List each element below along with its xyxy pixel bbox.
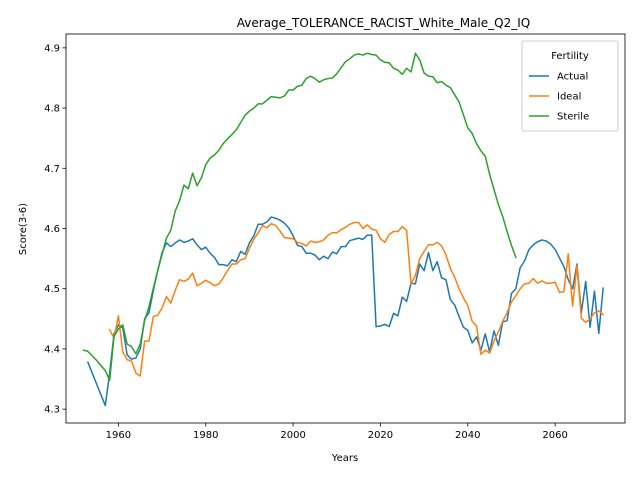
x-axis-label: Years: [331, 453, 358, 464]
series-line-actual: [86, 216, 604, 407]
x-axis-ticks: 1960 1980 2000 2020 2040 2060: [106, 423, 568, 441]
x-tick-label: 1960: [106, 430, 131, 441]
legend: Fertility Actual Ideal Sterile: [521, 40, 619, 132]
legend-box: [521, 40, 619, 132]
x-tick-label: 2020: [368, 430, 393, 441]
y-tick-label: 4.5: [44, 284, 60, 295]
y-tick-label: 4.3: [44, 405, 60, 416]
x-tick-label: 2000: [280, 430, 305, 441]
y-tick-label: 4.6: [44, 224, 60, 235]
legend-label-actual: Actual: [557, 72, 588, 83]
y-tick-label: 4.4: [44, 344, 60, 355]
y-tick-label: 4.7: [44, 164, 60, 175]
y-axis-ticks: 4.3 4.4 4.5 4.6 4.7 4.8 4.9: [44, 43, 66, 416]
plot-lines: [82, 52, 605, 407]
legend-entries: Actual Ideal Sterile: [529, 72, 589, 123]
x-tick-label: 2040: [455, 430, 480, 441]
plot-frame: [65, 33, 626, 424]
legend-title: Fertility: [551, 51, 589, 62]
x-tick-label: 1980: [193, 430, 218, 441]
legend-label-ideal: Ideal: [557, 92, 581, 103]
series-line-sterile: [82, 52, 517, 381]
y-tick-label: 4.9: [44, 43, 60, 54]
y-tick-label: 4.8: [44, 104, 60, 115]
x-tick-label: 2060: [542, 430, 567, 441]
series-line-ideal: [108, 221, 605, 377]
y-axis-label: Score(3-6): [18, 203, 29, 255]
chart-title: Average_TOLERANCE_RACIST_White_Male_Q2_I…: [237, 16, 530, 30]
legend-label-sterile: Sterile: [557, 112, 589, 123]
